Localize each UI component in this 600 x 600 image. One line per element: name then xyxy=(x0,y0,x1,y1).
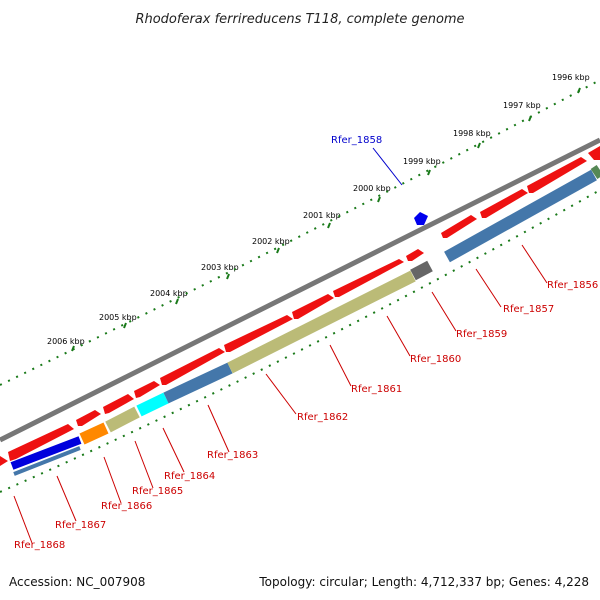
scale-label-1999: 1999 kbp xyxy=(403,157,441,176)
cds-arrow xyxy=(480,189,528,218)
svg-text:2000 kbp: 2000 kbp xyxy=(353,184,391,193)
cog-segment xyxy=(227,270,416,374)
gene-label-rfer-1864[interactable]: Rfer_1864 xyxy=(164,471,215,482)
gene-label-rfer-1865[interactable]: Rfer_1865 xyxy=(132,486,183,497)
gene-label-leaders xyxy=(13,244,548,544)
svg-text:1999 kbp: 1999 kbp xyxy=(403,157,441,166)
cds-arrow xyxy=(76,410,101,426)
svg-text:1997 kbp: 1997 kbp xyxy=(503,101,541,110)
cds-arrow xyxy=(8,424,74,461)
highlight-gene[interactable]: Rfer_1858 xyxy=(331,135,428,225)
cog-segment xyxy=(444,169,597,263)
svg-text:2002 kbp: 2002 kbp xyxy=(252,237,290,246)
scale-label-2006: 2006 kbp xyxy=(47,337,85,352)
gene-label-rfer-1859[interactable]: Rfer_1859 xyxy=(456,329,507,340)
scale-label-1996: 1996 kbp xyxy=(552,73,590,94)
scale-label-1998: 1998 kbp xyxy=(453,129,491,149)
gene-label-rfer-1868[interactable]: Rfer_1868 xyxy=(14,540,65,551)
map-title: Rhodoferax ferrireducens T118, complete … xyxy=(135,12,464,27)
svg-text:2001 kbp: 2001 kbp xyxy=(303,211,341,220)
gene-label-rfer-1860[interactable]: Rfer_1860 xyxy=(410,354,461,365)
accession-text: Accession: NC_007908 xyxy=(9,575,145,589)
cds-arrow xyxy=(292,294,334,319)
gene-label-rfer-1862[interactable]: Rfer_1862 xyxy=(297,412,348,423)
highlight-gene-marker[interactable] xyxy=(414,212,428,225)
svg-text:1998 kbp: 1998 kbp xyxy=(453,129,491,138)
cds-arrow xyxy=(134,381,160,398)
scale-label-2004: 2004 kbp xyxy=(150,289,188,305)
cog-track xyxy=(10,165,600,476)
cog-segment xyxy=(10,436,82,470)
genome-summary-text: Topology: circular; Length: 4,712,337 bp… xyxy=(258,575,589,589)
cds-arrow xyxy=(588,146,600,160)
cog-segment xyxy=(163,362,233,404)
genome-backbone xyxy=(0,137,600,443)
gene-label-rfer-1863[interactable]: Rfer_1863 xyxy=(207,450,258,461)
svg-text:2004 kbp: 2004 kbp xyxy=(150,289,188,298)
highlight-gene-label[interactable]: Rfer_1858 xyxy=(331,135,382,146)
svg-text:2006 kbp: 2006 kbp xyxy=(47,337,85,346)
cog-segment xyxy=(136,392,169,417)
cog-segment xyxy=(105,406,140,433)
cds-arrow xyxy=(103,394,134,414)
cds-arrow xyxy=(441,215,477,238)
cds-arrow xyxy=(333,259,404,297)
gene-label-rfer-1856[interactable]: Rfer_1856 xyxy=(547,280,598,291)
scale-label-2003: 2003 kbp xyxy=(201,263,239,280)
cog-segment xyxy=(410,260,433,281)
cds-arrow xyxy=(406,249,424,261)
gene-label-rfer-1861[interactable]: Rfer_1861 xyxy=(351,384,402,395)
cog-segment xyxy=(590,165,600,179)
scale-label-1997: 1997 kbp xyxy=(503,101,541,122)
scale-label-2000: 2000 kbp xyxy=(353,184,391,203)
cds-arrow xyxy=(527,157,587,193)
gene-labels: Rfer_1856 Rfer_1857 Rfer_1859 Rfer_1860 … xyxy=(14,280,598,551)
scale-label-2001: 2001 kbp xyxy=(303,211,341,229)
gene-label-rfer-1857[interactable]: Rfer_1857 xyxy=(503,304,554,315)
cds-arrow xyxy=(0,456,8,466)
cog-segment xyxy=(79,422,109,445)
scale-ticks: 1996 kbp 1997 kbp 1998 kbp 1999 kbp 2000… xyxy=(47,73,590,352)
gene-label-rfer-1866[interactable]: Rfer_1866 xyxy=(101,501,152,512)
cog-segment xyxy=(13,446,81,476)
cds-arrow xyxy=(224,315,293,352)
svg-text:2005 kbp: 2005 kbp xyxy=(99,313,137,322)
svg-text:2003 kbp: 2003 kbp xyxy=(201,263,239,272)
gene-label-rfer-1867[interactable]: Rfer_1867 xyxy=(55,520,106,531)
highlight-gene-leader xyxy=(372,147,403,186)
outer-tick-track xyxy=(0,79,600,386)
cds-arrow xyxy=(160,348,225,385)
cds-track xyxy=(0,146,600,466)
scale-label-2005: 2005 kbp xyxy=(99,313,137,329)
svg-text:1996 kbp: 1996 kbp xyxy=(552,73,590,82)
scale-label-2002: 2002 kbp xyxy=(252,237,290,254)
